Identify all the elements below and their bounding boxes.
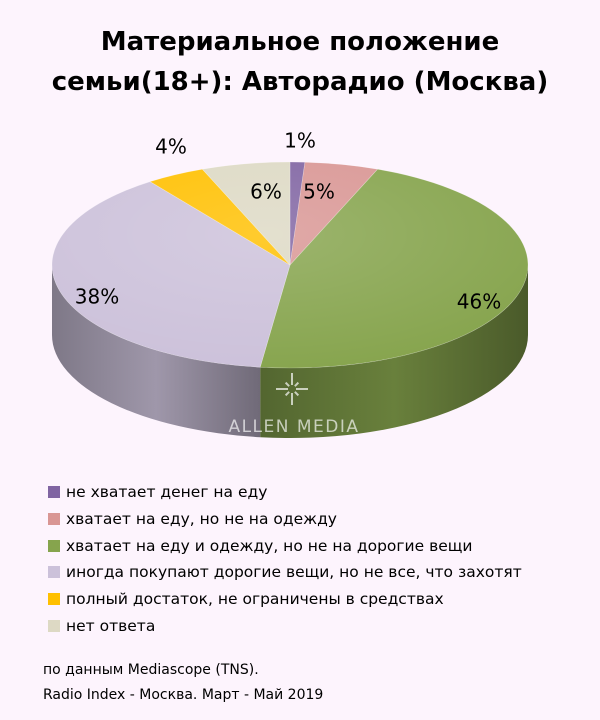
- legend-item-0: не хватает денег на еду: [48, 479, 522, 506]
- legend-swatch: [48, 566, 60, 579]
- data-label-4: 4%: [155, 135, 187, 159]
- legend-label: полный достаток, не ограничены в средств…: [66, 590, 444, 609]
- legend-swatch: [48, 619, 60, 632]
- data-labels: 1% 5% 46% 38% 4% 6%: [75, 129, 501, 314]
- legend-swatch: [48, 513, 60, 526]
- chart-title-line-2: семьи(18+): Авторадио (Москва): [51, 67, 549, 97]
- data-label-1: 5%: [303, 180, 335, 204]
- watermark-star-ray: [294, 381, 300, 387]
- chart-legend: не хватает денег на еду хватает на еду, н…: [48, 479, 522, 639]
- data-label-3: 38%: [75, 285, 119, 309]
- legend-swatch: [48, 539, 60, 552]
- legend-label: иногда покупают дорогие вещи, но не все,…: [66, 563, 522, 582]
- data-label-0: 1%: [284, 129, 316, 153]
- pie-side-3: [52, 265, 261, 438]
- pie-side-2: [260, 265, 528, 438]
- legend-label: не хватает денег на еду: [66, 483, 268, 502]
- pie-side-walls: [52, 265, 528, 438]
- chart-title: Материальное положение семьи(18+): Автор…: [0, 22, 600, 102]
- data-label-5: 6%: [250, 180, 282, 204]
- legend-label: нет ответа: [66, 616, 156, 635]
- source-note: по данным Mediascope (TNS). Radio Index …: [43, 658, 323, 708]
- source-line-1: по данным Mediascope (TNS).: [43, 662, 259, 678]
- legend-item-3: иногда покупают дорогие вещи, но не все,…: [48, 559, 522, 586]
- data-label-2: 46%: [457, 290, 501, 314]
- watermark: ALLEN MEDIA: [228, 373, 359, 437]
- watermark-star-ray: [284, 391, 290, 397]
- pie-top: [51, 161, 529, 369]
- pie-chart: ALLEN MEDIA 1% 5% 46% 38% 4% 6%: [51, 129, 529, 438]
- watermark-text: ALLEN MEDIA: [228, 417, 359, 437]
- legend-item-2: хватает на еду и одежду, но не на дороги…: [48, 532, 522, 559]
- legend-item-4: полный достаток, не ограничены в средств…: [48, 586, 522, 613]
- watermark-star-ray: [294, 391, 300, 397]
- pie-top-highlight: [52, 162, 528, 368]
- watermark-star-ray: [284, 381, 290, 387]
- legend-label: хватает на еду, но не на одежду: [66, 510, 337, 529]
- legend-swatch: [48, 593, 60, 606]
- source-line-2: Radio Index - Москва. Март - Май 2019: [43, 687, 324, 703]
- legend-swatch: [48, 486, 60, 499]
- chart-title-line-1: Материальное положение: [100, 27, 500, 57]
- legend-item-1: хватает на еду, но не на одежду: [48, 506, 522, 533]
- legend-item-5: нет ответа: [48, 612, 522, 639]
- legend-label: хватает на еду и одежду, но не на дороги…: [66, 536, 473, 555]
